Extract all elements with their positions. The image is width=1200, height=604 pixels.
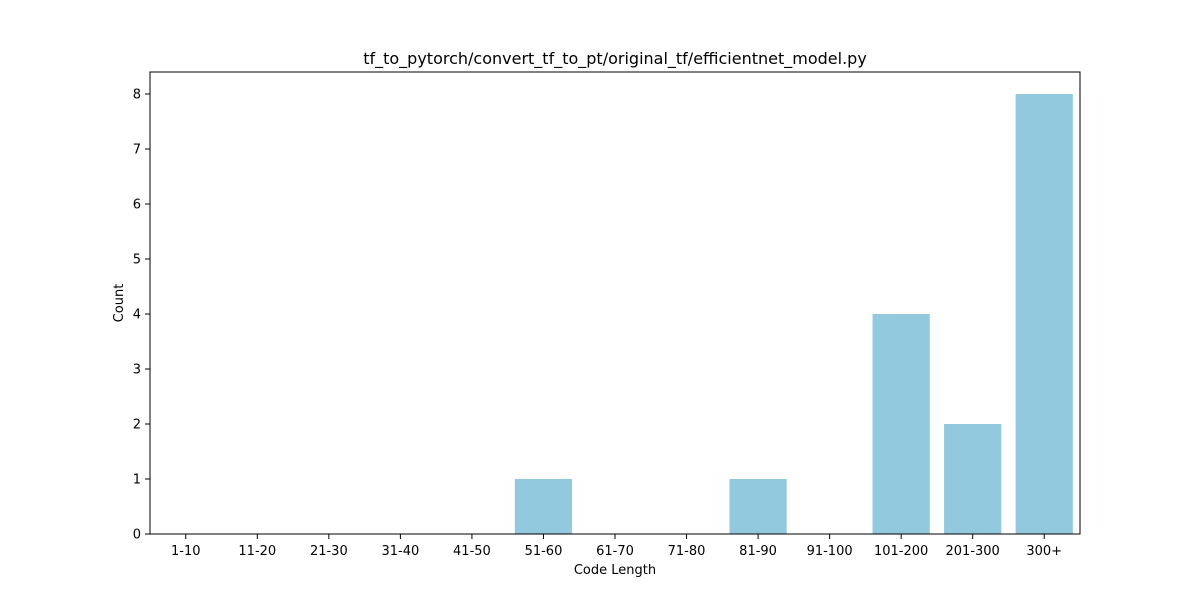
bars-group [514,94,1073,534]
bar-81-90 [729,479,787,534]
y-tick-label: 8 [133,88,141,103]
bar-201-300 [944,424,1002,534]
y-tick-label: 6 [133,198,141,213]
x-tick-label: 71-80 [668,544,706,559]
x-tick-label: 1-10 [171,544,201,559]
x-tick-label: 11-20 [238,544,276,559]
bar-51-60 [514,479,573,534]
x-tick-label: 61-70 [596,544,634,559]
y-tick-label: 3 [133,363,141,378]
y-axis-label: Count [112,284,127,323]
y-tick-label: 2 [133,418,141,433]
chart-title: tf_to_pytorch/convert_tf_to_pt/original_… [363,49,867,69]
y-tick-label: 0 [133,528,141,543]
x-tick-label: 81-90 [739,544,777,559]
bar-101-200 [872,314,930,534]
x-tick-label: 300+ [1026,544,1062,559]
bar-300+ [1015,94,1073,534]
x-tick-label: 31-40 [381,544,419,559]
y-tick-label: 7 [133,143,141,158]
y-tick-label: 5 [133,253,141,268]
x-tick-label: 21-30 [310,544,348,559]
x-axis-label: Code Length [574,563,656,578]
x-tick-label: 101-200 [874,544,928,559]
x-tick-label: 91-100 [807,544,853,559]
x-tick-label: 201-300 [946,544,1000,559]
y-ticks-group: 0 1 2 3 4 5 6 7 8 [133,88,150,543]
x-ticks-group: 1-10 11-20 21-30 31-40 41-50 51-60 61-70 71-80 8… [171,534,1062,559]
y-tick-label: 4 [133,308,141,323]
plot-frame [149,71,1081,535]
y-tick-label: 1 [133,473,141,488]
x-tick-label: 51-60 [525,544,563,559]
x-tick-label: 41-50 [453,544,491,559]
